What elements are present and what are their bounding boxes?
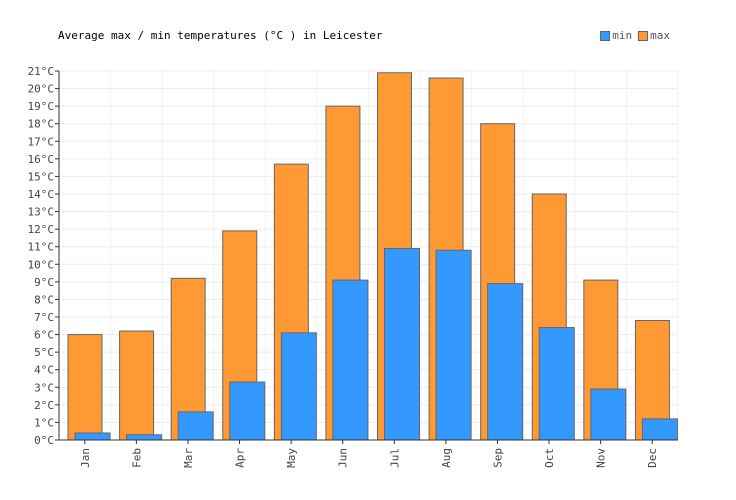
y-tick-label: 21°C [28, 65, 55, 78]
legend-swatch-max [638, 30, 649, 41]
y-tick-label: 10°C [28, 258, 55, 271]
bar-min [487, 283, 524, 441]
legend-item-max: max [638, 29, 670, 42]
y-tick-label: 8°C [34, 293, 54, 306]
y-tick-label: 4°C [34, 364, 54, 377]
x-tick-label: Dec [646, 448, 659, 468]
x-tick-label: Jan [79, 448, 92, 468]
y-tick-label: 7°C [34, 311, 54, 324]
y-tick-label: 3°C [34, 381, 54, 394]
y-tick-label: 19°C [28, 100, 55, 113]
legend-item-min: min [600, 29, 632, 42]
legend-label-max: max [650, 29, 670, 42]
x-tick-label: Mar [182, 448, 195, 468]
x-tick-label: Sep [491, 448, 504, 468]
y-tick-label: 1°C [34, 416, 54, 429]
bar-min [641, 418, 678, 441]
bar-min [126, 434, 163, 441]
bar-max [119, 330, 155, 441]
y-tick-label: 0°C [34, 434, 54, 447]
x-tick-label: Oct [543, 448, 556, 468]
y-tick-label: 15°C [28, 170, 55, 183]
x-tick-label: Jun [337, 448, 350, 468]
y-tick-label: 5°C [34, 346, 54, 359]
bar-min [280, 332, 317, 441]
x-tick-label: Jul [388, 448, 401, 468]
bar-min [177, 411, 214, 441]
y-tick-label: 6°C [34, 329, 54, 342]
x-tick-label: Feb [130, 448, 143, 468]
y-tick-label: 20°C [28, 83, 55, 96]
legend-swatch-min [600, 30, 611, 41]
bar-min [384, 247, 420, 441]
y-tick-label: 9°C [34, 276, 54, 289]
x-tick-label: May [285, 448, 298, 468]
bar-max [67, 334, 103, 441]
legend-label-min: min [612, 29, 633, 42]
chart-title: Average max / min temperatures (°C ) in … [58, 29, 383, 42]
bar-min [538, 327, 575, 441]
bar-min [74, 432, 111, 441]
y-tick-label: 12°C [28, 223, 55, 236]
legend: min max [600, 29, 670, 42]
x-tick-label: Apr [234, 448, 247, 468]
y-tick-label: 17°C [28, 135, 55, 148]
y-tick-label: 11°C [28, 241, 55, 254]
y-tick-label: 2°C [34, 399, 54, 412]
x-tick-label: Aug [440, 448, 453, 468]
y-tick-label: 14°C [28, 188, 55, 201]
y-tick-label: 18°C [28, 118, 55, 131]
y-tick-label: 13°C [28, 206, 55, 219]
bar-min [590, 388, 627, 441]
bar-min [332, 279, 369, 441]
x-tick-label: Nov [595, 448, 608, 468]
bar-min [435, 249, 472, 441]
y-tick-label: 16°C [28, 153, 55, 166]
bar-min [229, 381, 266, 441]
